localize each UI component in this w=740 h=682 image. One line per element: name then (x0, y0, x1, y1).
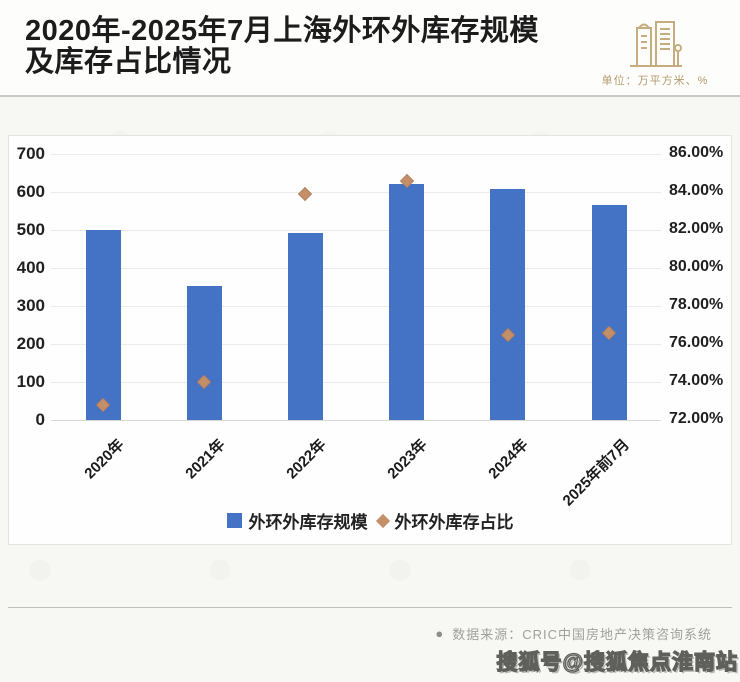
left-axis-tick-label: 400 (16, 258, 45, 277)
bar-2021年 (186, 286, 222, 420)
bar-2022年 (287, 233, 323, 420)
watermark-text: 搜狐号@搜狐焦点淮南站 (496, 650, 738, 674)
gridline (51, 420, 661, 421)
footer-divider (8, 607, 732, 608)
right-axis-tick-label: 84.00% (669, 182, 724, 199)
data-source-text: 数据来源：CRIC中国房地产决策咨询系统 (452, 627, 712, 642)
x-axis-label-2023年: 2023年 (384, 436, 431, 483)
header: 2020年-2025年7月上海外环外库存规模 及库存占比情况 单位：万平方米、% (0, 0, 740, 95)
x-axis-label-2025年前7月: 2025年前7月 (559, 436, 634, 510)
legend-scatter-label: 外环外库存占比 (394, 513, 514, 532)
gridline (51, 344, 661, 345)
right-axis-tick-label: 82.00% (669, 220, 724, 237)
gridline (51, 192, 661, 193)
left-axis-tick-label: 100 (16, 372, 45, 391)
gridline (51, 268, 661, 269)
gridline (51, 230, 661, 231)
unit-label: 单位：万平方米、% (601, 75, 709, 87)
left-axis-tick-label: 700 (16, 144, 45, 163)
bar-series-swatch-icon (226, 513, 242, 528)
bullet-icon: ● (435, 626, 445, 641)
bar-2025年前7月 (591, 204, 627, 420)
left-axis-tick-label: 600 (16, 182, 45, 201)
gridline (51, 306, 661, 307)
x-axis-label-2024年: 2024年 (485, 436, 532, 483)
chart-legend: 外环外库存规模 外环外库存占比 (9, 508, 731, 533)
legend-bar-label: 外环外库存规模 (248, 513, 368, 532)
title-line-2: 及库存占比情况 (25, 46, 232, 78)
right-axis-tick-label: 80.00% (669, 258, 724, 275)
bar-2023年 (389, 183, 425, 420)
right-axis-tick-label: 86.00% (669, 144, 724, 161)
buildings-icon (630, 21, 682, 67)
legend-item-bar: 外环外库存规模 (226, 508, 368, 533)
x-axis-label-2020年: 2020年 (80, 436, 128, 483)
legend-item-scatter: 外环外库存占比 (375, 508, 514, 533)
left-axis-tick-label: 500 (16, 220, 45, 239)
bar-2024年 (490, 188, 526, 420)
right-axis-tick-label: 74.00% (669, 372, 724, 389)
x-axis-label-2021年: 2021年 (182, 436, 229, 483)
left-axis-tick-label: 200 (16, 334, 45, 353)
chart-panel: 外环外库存规模 外环外库存占比 700 86.00% 600 84.00% 500 82.… (8, 135, 732, 545)
bar-2020年 (85, 230, 121, 420)
right-axis-tick-label: 72.00% (669, 410, 724, 427)
header-divider (0, 95, 740, 97)
right-axis-tick-label: 76.00% (669, 334, 724, 351)
page-title: 2020年-2025年7月上海外环外库存规模 及库存占比情况 (25, 16, 539, 78)
left-axis-tick-label: 0 (35, 410, 45, 429)
scatter-marker-2022年 (298, 186, 313, 201)
gridline (51, 154, 661, 155)
x-axis-label-2022年: 2022年 (283, 436, 330, 483)
header-right: 单位：万平方米、% (600, 18, 710, 88)
title-line-1: 2020年-2025年7月上海外环外库存规模 (25, 15, 539, 47)
left-axis-tick-label: 300 (16, 296, 45, 315)
gridline (51, 382, 661, 383)
right-axis-tick-label: 78.00% (669, 296, 724, 313)
data-source: ● 数据来源：CRIC中国房地产决策咨询系统 (435, 624, 712, 643)
diamond-marker-icon (375, 513, 390, 528)
